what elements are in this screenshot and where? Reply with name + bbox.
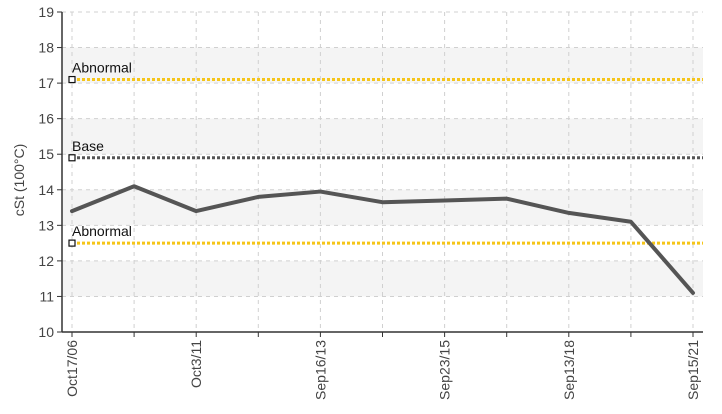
y-tick-label: 19 bbox=[38, 4, 54, 20]
y-tick-label: 15 bbox=[38, 146, 54, 162]
x-tick-label: Sep13/18 bbox=[561, 340, 577, 400]
x-tick-label: Sep16/13 bbox=[312, 340, 328, 400]
reference-label: Base bbox=[72, 138, 104, 154]
x-tick-label: Oct3/11 bbox=[188, 340, 204, 388]
y-tick-labels: 10 11 12 13 14 15 16 17 18 19 bbox=[38, 4, 54, 340]
y-tick-label: 10 bbox=[38, 324, 54, 340]
x-tick-labels: Oct17/06 Oct3/11 Sep16/13 Sep23/15 Sep13/18 S… bbox=[64, 340, 701, 400]
reference-marker bbox=[69, 240, 75, 246]
x-tick-label: Sep23/15 bbox=[437, 340, 453, 400]
reference-label: Abnormal bbox=[72, 223, 132, 239]
reference-label: Abnormal bbox=[72, 60, 132, 76]
x-tick-label: Sep15/21 bbox=[685, 340, 701, 400]
y-tick-label: 16 bbox=[38, 111, 54, 127]
y-axis-title: cSt (100°C) bbox=[11, 144, 27, 217]
reference-marker bbox=[69, 155, 75, 161]
y-tick-label: 12 bbox=[38, 253, 54, 269]
y-tick-label: 13 bbox=[38, 217, 54, 233]
y-tick-label: 17 bbox=[38, 75, 54, 91]
y-tick-label: 14 bbox=[38, 182, 54, 198]
y-tick-label: 11 bbox=[39, 288, 54, 304]
y-tick-label: 18 bbox=[38, 40, 54, 56]
reference-marker bbox=[69, 77, 75, 83]
x-tick-label: Oct17/06 bbox=[64, 340, 80, 397]
